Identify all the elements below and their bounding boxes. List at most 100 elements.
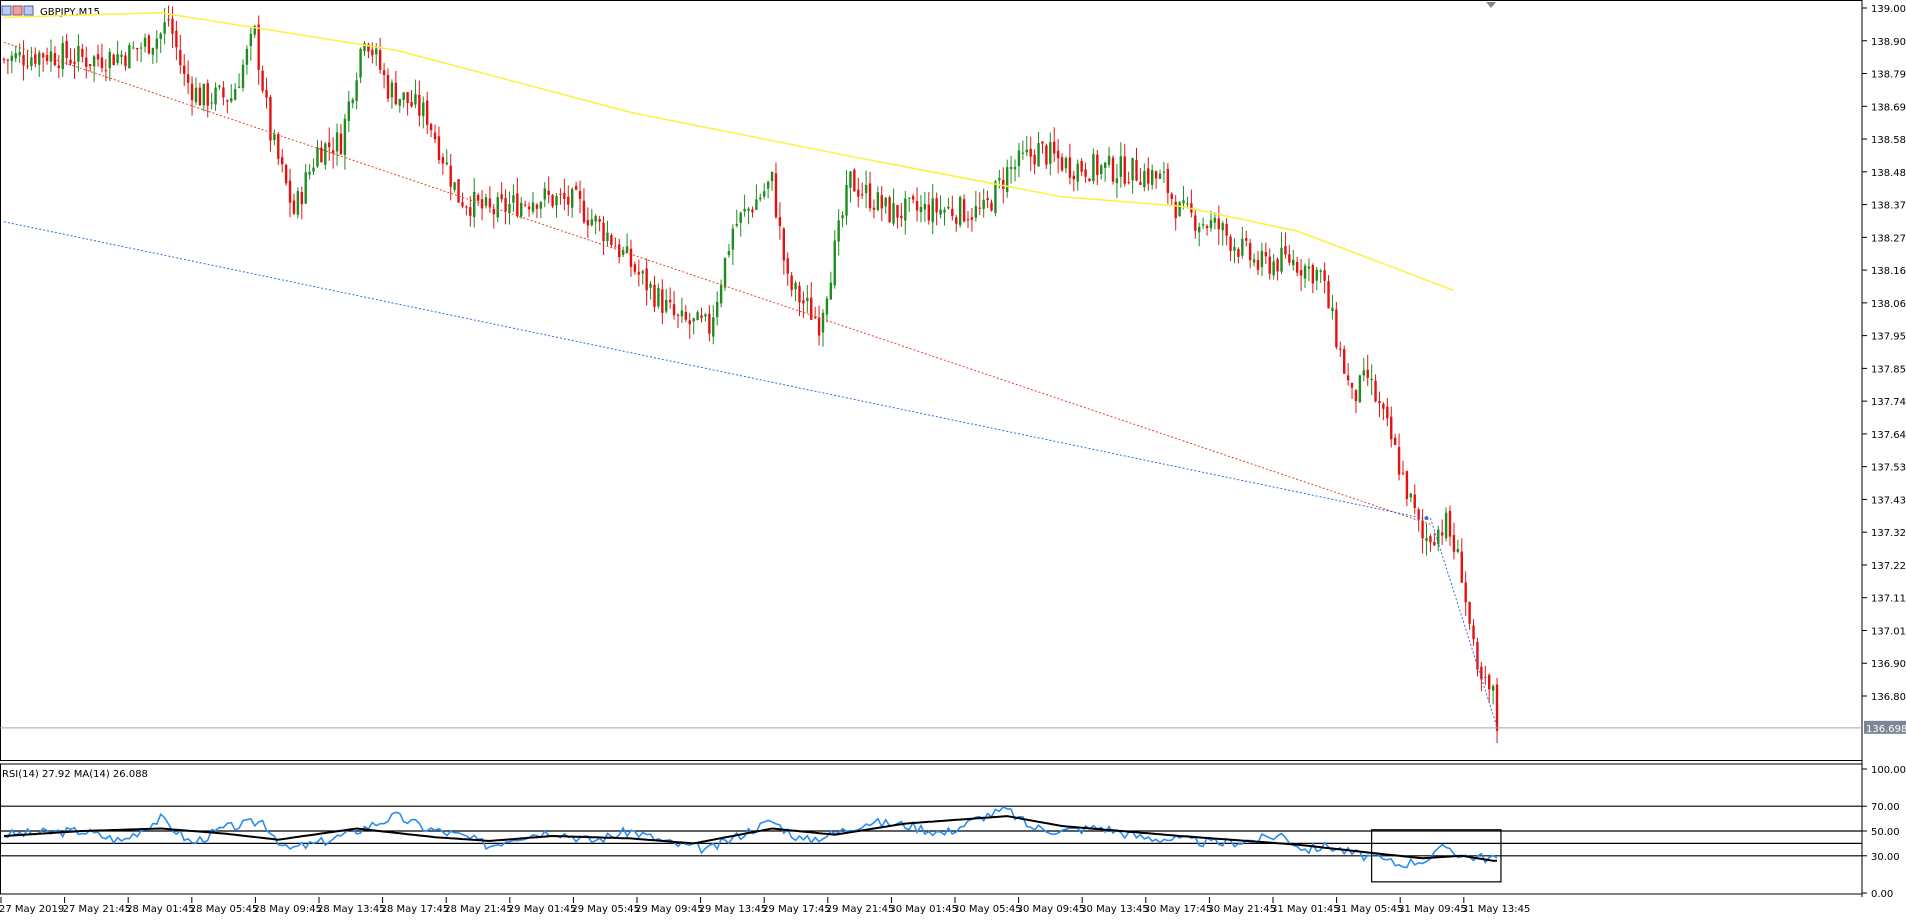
candle-body [1362,370,1365,376]
candle-body [1225,223,1228,236]
candle-body [516,193,519,217]
x-tick-label: 27 May 2019 [0,904,64,915]
candle-body [614,246,617,248]
candle-body [1170,193,1173,199]
candle-body [904,198,907,221]
candle-body [418,94,421,116]
candle-body [473,191,476,218]
candle-body [163,22,166,34]
candle-body [112,54,115,66]
trendline-blue[interactable] [3,221,1423,519]
candle-body [1343,349,1346,374]
candle-body [766,181,770,189]
candle-body [151,48,155,55]
candle-body [1491,685,1495,691]
candle-body [543,188,546,200]
candle-body [308,171,311,175]
candle-body [798,285,801,303]
scroll-marker-icon[interactable] [1486,2,1496,8]
candle-body [1033,154,1036,165]
candle-body [1495,684,1499,731]
candle-body [1096,154,1099,176]
candle-body [1123,156,1126,184]
candle-body [198,87,202,106]
candle-body [582,200,586,223]
candle-body [61,43,64,70]
trendline-point[interactable] [1424,516,1429,521]
candle-body [1311,265,1315,284]
y-tick-label: 138.900 [1871,37,1906,48]
trendline-blue-extension[interactable] [1429,517,1498,728]
trendline-red[interactable] [3,41,1431,525]
candle-body [1397,447,1401,475]
candle-body [386,74,390,99]
candle-body [351,99,354,104]
candle-body [1421,520,1424,539]
current-price-badge [1864,720,1906,734]
candle-body [143,37,147,47]
candle-body [563,192,566,200]
candle-body [375,48,378,55]
candle-body [625,246,629,253]
candle-body [1409,493,1413,498]
candle-body [586,219,590,226]
y-tick-label: 137.850 [1871,364,1906,375]
candle-body [1437,529,1440,545]
symbol-icon [23,5,34,16]
candle-body [277,133,280,159]
x-tick-label: 31 May 13:45 [1462,904,1531,915]
candle-body [578,190,582,199]
x-tick-label: 29 May 09:45 [635,904,704,915]
candle-body [864,184,868,194]
candle-body [171,18,174,34]
candle-body [175,30,178,48]
candle-body [269,97,272,141]
candle-body [1444,512,1448,539]
candle-body [100,57,104,69]
candle-body [2,59,6,61]
candle-body [26,65,29,67]
highlight-rectangle[interactable] [1371,829,1502,883]
candle-body [371,49,374,56]
symbol-icon [1,5,12,16]
candle-body [390,82,394,98]
candle-body [1319,270,1322,273]
x-tick-label: 30 May 21:45 [1207,904,1276,915]
candle-body [915,201,919,211]
candle-body [465,206,468,208]
candle-body [759,197,762,200]
candle-body [1213,217,1217,223]
candle-body [770,171,774,182]
candle-body [688,320,691,325]
candle-body [159,33,162,40]
candle-body [755,199,758,210]
candle-body [284,164,288,184]
candle-body [947,206,950,209]
candle-body [328,142,331,148]
rsi-tick-label: 50.00 [1871,827,1900,838]
candle-body [939,209,942,215]
candle-body [245,48,249,65]
candle-body [316,147,319,167]
candle-body [1150,170,1154,185]
candle-body [778,217,782,227]
candle-body [335,132,339,152]
candle-body [1331,307,1334,312]
x-tick-label: 30 May 05:45 [953,904,1022,915]
candle-body [555,196,558,206]
candle-body [884,197,887,207]
rsi-tick-label: 30.00 [1871,852,1900,863]
candle-body [1284,246,1287,255]
candle-body [406,92,409,104]
candle-body [1346,375,1350,381]
candle-body [280,157,284,165]
candle-body [1386,406,1389,419]
candle-body [1198,226,1201,233]
candle-body [128,45,131,69]
candle-body [1248,243,1252,261]
candle-body [429,124,433,131]
candle-body [868,183,872,209]
candle-body [657,288,660,307]
